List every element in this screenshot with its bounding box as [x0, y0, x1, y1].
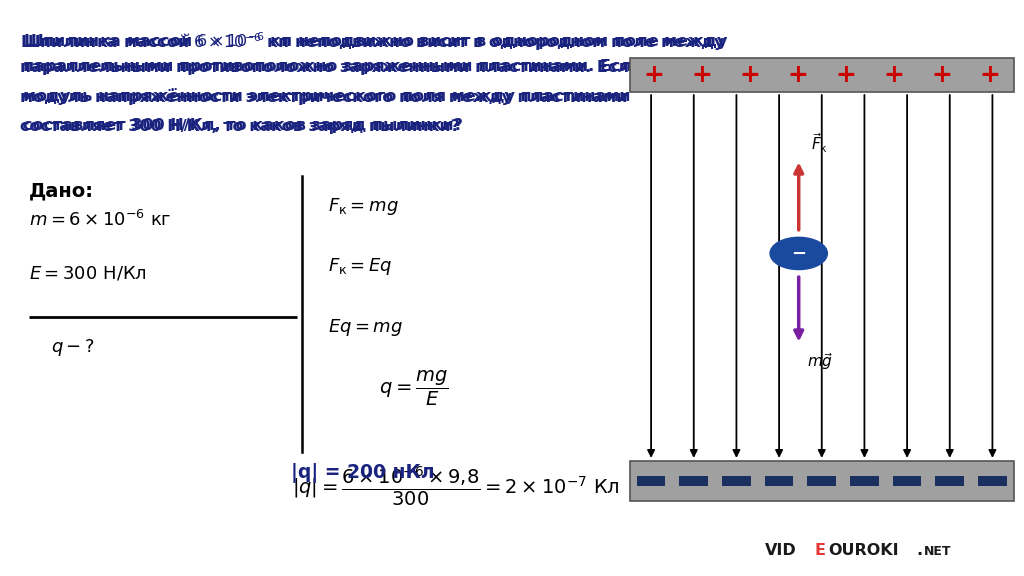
FancyBboxPatch shape — [893, 476, 922, 486]
Text: +: + — [691, 63, 713, 87]
Text: |q| = 200 нКл: |q| = 200 нКл — [291, 463, 434, 483]
FancyBboxPatch shape — [850, 476, 879, 486]
Text: NET: NET — [924, 544, 951, 558]
Text: Шпилинка массой $6\times10^{-6}$ кп неподвижно висит в однородном поле между: Шпилинка массой $6\times10^{-6}$ кп непо… — [20, 32, 726, 54]
Circle shape — [770, 237, 827, 270]
Text: +: + — [836, 63, 856, 87]
Text: .: . — [916, 543, 923, 558]
Text: составляет 300 Н/Кл, то каков заряд пылинки?: составляет 300 Н/Кл, то каков заряд пыли… — [23, 118, 463, 132]
FancyBboxPatch shape — [807, 476, 836, 486]
Text: $F_\mathrm{к} = Eq$: $F_\mathrm{к} = Eq$ — [328, 256, 392, 277]
Text: $|q| = \dfrac{6 \times 10^{-6} \times 9{,}8}{300} = 2 \times 10^{-7}$ Кл: $|q| = \dfrac{6 \times 10^{-6} \times 9{… — [292, 464, 620, 507]
Text: $Eq = mg$: $Eq = mg$ — [328, 317, 402, 338]
Text: модуль напряжённости электрического поля между пластинами: модуль напряжённости электрического поля… — [23, 88, 630, 104]
Text: $\vec{F}_\mathrm{к}$: $\vec{F}_\mathrm{к}$ — [811, 131, 828, 155]
FancyBboxPatch shape — [936, 476, 965, 486]
FancyBboxPatch shape — [680, 476, 709, 486]
Text: +: + — [931, 63, 952, 87]
Text: $m = 6 \times 10^{-6}$ кг: $m = 6 \times 10^{-6}$ кг — [29, 210, 171, 230]
Text: Шпилинка массой $6\times10^{-6}$ кп неподвижно висит в однородном поле между: Шпилинка массой $6\times10^{-6}$ кп непо… — [23, 30, 728, 52]
Text: +: + — [643, 63, 665, 87]
FancyBboxPatch shape — [722, 476, 751, 486]
Text: +: + — [739, 63, 760, 87]
Text: параллельными противоположно заряженными пластинами. Если: параллельными противоположно заряженными… — [20, 60, 641, 75]
Text: $q = \dfrac{mg}{E}$: $q = \dfrac{mg}{E}$ — [379, 369, 449, 408]
FancyBboxPatch shape — [630, 58, 1014, 92]
Text: +: + — [787, 63, 808, 87]
Text: параллельными противоположно заряженными пластинами. Если: параллельными противоположно заряженными… — [23, 59, 643, 74]
Text: OUROKI: OUROKI — [828, 543, 899, 558]
Text: $q - ?$: $q - ?$ — [51, 337, 95, 358]
Text: E: E — [814, 543, 825, 558]
Text: +: + — [979, 63, 1000, 87]
Text: $E = 300$ Н/Кл: $E = 300$ Н/Кл — [29, 265, 146, 283]
Text: составляет 300 Н/Кл, то каков заряд пылинки?: составляет 300 Н/Кл, то каков заряд пыли… — [20, 119, 461, 134]
Text: модуль напряжённости электрического поля между пластинами: модуль напряжённости электрического поля… — [20, 89, 628, 105]
FancyBboxPatch shape — [978, 476, 1007, 486]
Text: $F_\mathrm{к} = mg$: $F_\mathrm{к} = mg$ — [328, 196, 398, 217]
Text: VID: VID — [765, 543, 797, 558]
Text: Дано:: Дано: — [29, 181, 93, 200]
FancyBboxPatch shape — [630, 461, 1014, 501]
Text: −: − — [792, 244, 806, 263]
Text: +: + — [884, 63, 904, 87]
FancyBboxPatch shape — [637, 476, 666, 486]
Text: $m\vec{g}$: $m\vec{g}$ — [807, 351, 833, 372]
FancyBboxPatch shape — [765, 476, 794, 486]
